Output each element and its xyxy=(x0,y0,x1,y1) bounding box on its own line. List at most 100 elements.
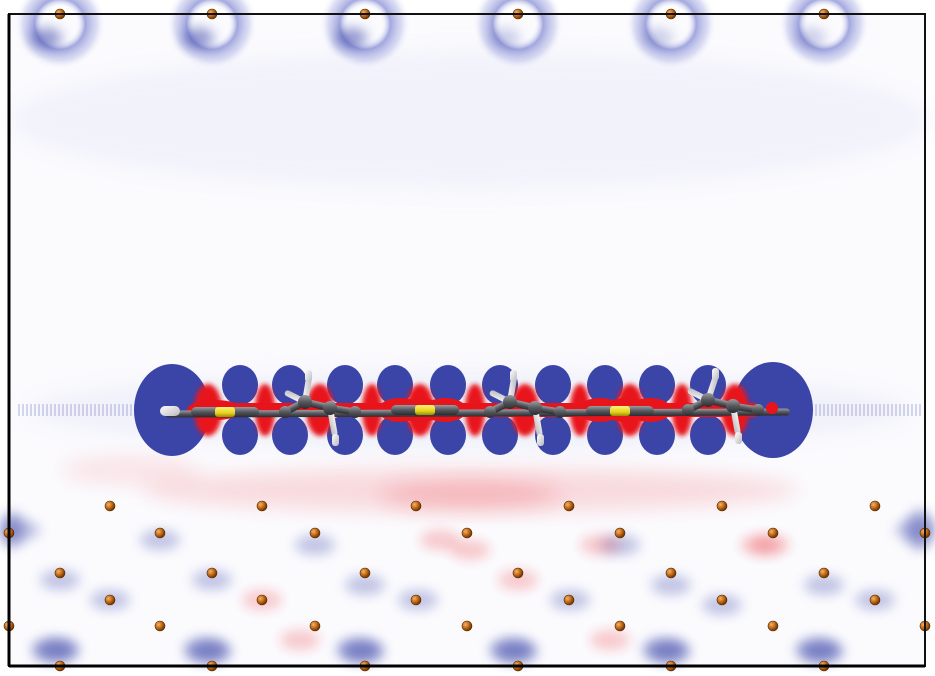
depletion-lobe-upper xyxy=(639,365,675,405)
dotted-density-left xyxy=(34,404,36,416)
electrode-atom xyxy=(563,594,575,606)
dotted-density-left xyxy=(30,404,32,416)
electrode-atom xyxy=(512,567,524,579)
depletion-lobe-lower xyxy=(535,415,571,455)
right-edge-lobe xyxy=(906,510,934,550)
dotted-density-left xyxy=(114,404,116,416)
depletion-swirl xyxy=(192,570,232,590)
carbon-atom xyxy=(726,399,740,413)
depletion-swirl xyxy=(40,570,80,590)
electrode-atom xyxy=(256,500,268,512)
accumulation-swirl xyxy=(580,535,620,555)
electrode-atom xyxy=(818,567,830,579)
yellow-atom xyxy=(610,406,630,416)
depletion-lobe-upper xyxy=(587,365,623,405)
dotted-density-right xyxy=(867,404,869,416)
dotted-density-left xyxy=(90,404,92,416)
dotted-density-left xyxy=(70,404,72,416)
depletion-lobe-lower xyxy=(272,415,308,455)
dotted-density-left xyxy=(42,404,44,416)
carbon-atom xyxy=(554,406,566,418)
dotted-density-left xyxy=(86,404,88,416)
electrode-atom xyxy=(206,567,218,579)
dotted-density-left xyxy=(62,404,64,416)
dotted-density-right xyxy=(831,404,833,416)
dotted-density-right xyxy=(899,404,901,416)
top-electrode-density xyxy=(14,0,870,70)
bottom-edge-lobe xyxy=(643,638,687,662)
dotted-density-right xyxy=(903,404,905,416)
depletion-lobe-upper xyxy=(222,365,258,405)
dotted-density-right xyxy=(879,404,881,416)
depletion-lobe-lower xyxy=(587,415,623,455)
depletion-swirl xyxy=(651,575,691,595)
dotted-density-right xyxy=(815,404,817,416)
dotted-density-left xyxy=(110,404,112,416)
carbon-atom xyxy=(752,404,764,416)
electrode-atom xyxy=(614,527,626,539)
dotted-density-left xyxy=(18,404,20,416)
bottom-edge-lobe xyxy=(796,638,840,662)
dotted-density-left xyxy=(58,404,60,416)
top-density-lobe xyxy=(335,28,367,48)
carbon-atom xyxy=(279,406,291,418)
electrode-atom xyxy=(154,527,166,539)
accumulation-swirl xyxy=(280,630,320,650)
dotted-density-left xyxy=(106,404,108,416)
depletion-lobe-upper xyxy=(430,365,466,405)
electrode-atom xyxy=(309,527,321,539)
depletion-lobe-upper xyxy=(377,365,413,405)
depletion-lobe-upper xyxy=(327,365,363,405)
dotted-density-right xyxy=(835,404,837,416)
electrode-atom xyxy=(461,527,473,539)
dotted-density-right xyxy=(891,404,893,416)
electrode-atom xyxy=(309,620,321,632)
dotted-density-right xyxy=(907,404,909,416)
accumulation-band-left xyxy=(60,456,200,484)
electrode-atom xyxy=(767,620,779,632)
bottom-edge-lobe xyxy=(337,638,381,662)
electrode-atom xyxy=(716,594,728,606)
depletion-swirl xyxy=(295,535,335,555)
dotted-density-right xyxy=(839,404,841,416)
yellow-atom xyxy=(215,407,235,417)
top-density-lobe xyxy=(641,28,673,48)
bottom-edge-lobe xyxy=(490,638,534,662)
dotted-density-left xyxy=(122,404,124,416)
dotted-density-right xyxy=(827,404,829,416)
dotted-density-left xyxy=(50,404,52,416)
dotted-density-right xyxy=(855,404,857,416)
end-cap-left xyxy=(160,406,180,416)
accumulation-swirl xyxy=(498,570,538,590)
top-density-lobe xyxy=(794,28,826,48)
depletion-swirl xyxy=(140,530,180,550)
dotted-density-left xyxy=(46,404,48,416)
dotted-density-right xyxy=(911,404,913,416)
dotted-density-left xyxy=(130,404,132,416)
carbon-atom xyxy=(323,401,337,415)
dotted-density-right xyxy=(875,404,877,416)
depletion-lobe-lower xyxy=(222,415,258,455)
blue-wash-top xyxy=(10,50,930,190)
accumulation-swirl xyxy=(420,530,460,550)
carbon-atom xyxy=(484,406,496,418)
dotted-density-left xyxy=(38,404,40,416)
carbon-atom xyxy=(701,393,715,407)
dotted-density-right xyxy=(871,404,873,416)
dotted-density-right xyxy=(863,404,865,416)
dotted-density-right xyxy=(819,404,821,416)
electrode-atom xyxy=(410,594,422,606)
dotted-density-left xyxy=(74,404,76,416)
dotted-density-left xyxy=(22,404,24,416)
electrode-atom xyxy=(563,500,575,512)
dotted-density-left xyxy=(82,404,84,416)
bottom-electrode-density xyxy=(0,510,935,662)
depletion-lobe-upper xyxy=(272,365,308,405)
hydrogen-atom xyxy=(537,434,544,446)
dotted-density-right xyxy=(843,404,845,416)
bottom-edge-lobe xyxy=(32,638,76,662)
dotted-density-left xyxy=(26,404,28,416)
accumulation-swirl xyxy=(740,535,780,555)
accumulation-swirl xyxy=(590,630,630,650)
